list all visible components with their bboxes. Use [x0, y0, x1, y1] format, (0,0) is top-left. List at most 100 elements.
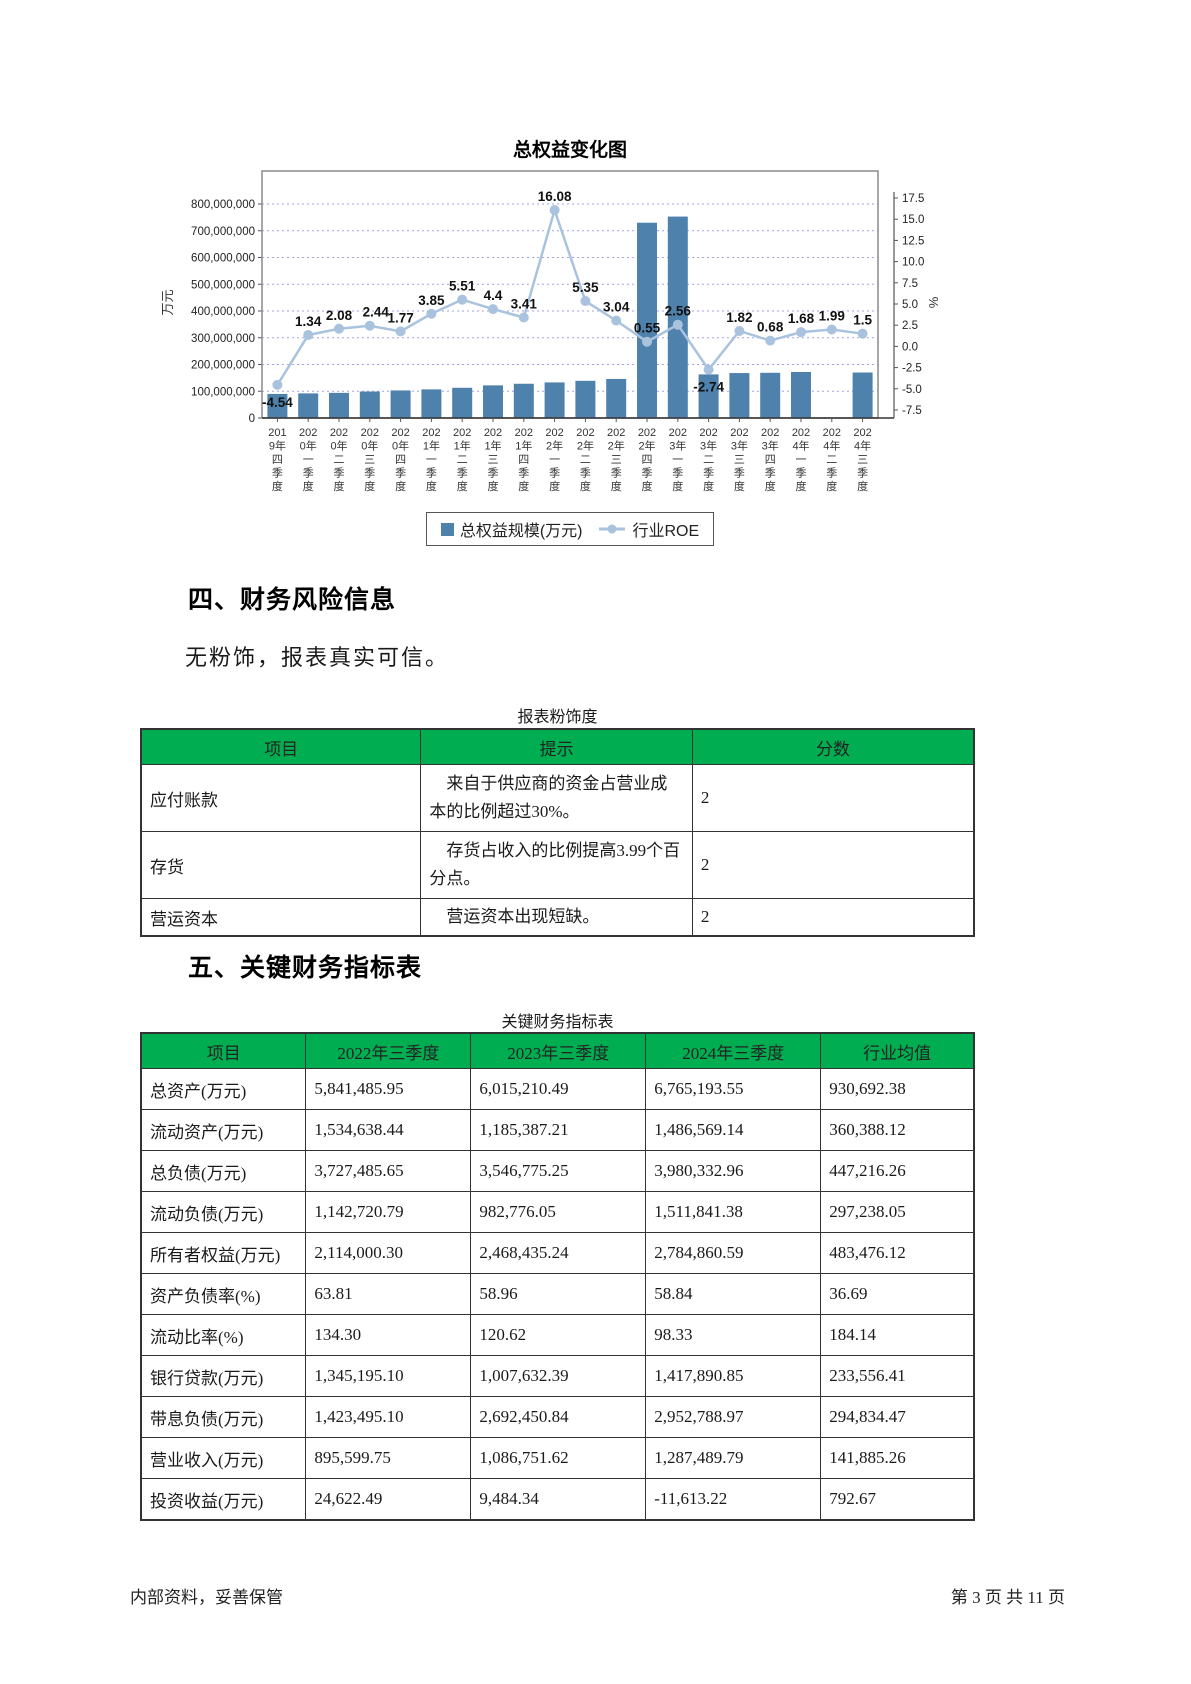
table-cell: 所有者权益(万元)	[140, 1232, 307, 1274]
table-cell: 1,417,890.85	[645, 1355, 822, 1397]
roe-marker	[518, 312, 529, 323]
left-axis-tick-label: 300,000,000	[191, 333, 255, 345]
x-axis-category-label: 202 1年三季度	[484, 427, 502, 493]
x-axis-category-label: 202 0年三季度	[361, 427, 379, 493]
left-axis-tick-label: 0	[249, 413, 255, 425]
table-cell: 2,952,788.97	[645, 1396, 822, 1438]
roe-data-label: 1.5	[853, 313, 872, 328]
table-cell: 2	[691, 898, 975, 937]
roe-data-label: 5.51	[449, 279, 476, 294]
roe-data-label: 0.68	[757, 320, 784, 335]
roe-marker	[426, 308, 437, 319]
x-axis-category-label: 202 2年四季度	[638, 427, 656, 493]
table-header-row: 项目 2022年三季度 2023年三季度 2024年三季度 行业均值	[140, 1032, 975, 1069]
x-axis-category-label: 202 4年一季度	[792, 427, 810, 493]
x-axis-category-label: 202 4年三季度	[853, 427, 871, 493]
right-axis-unit-label: %	[926, 296, 941, 308]
x-axis-category-label: 202 0年四季度	[391, 427, 409, 493]
table-cell: 3,546,775.25	[470, 1150, 647, 1192]
legend-label-equity: 总权益规模(万元)	[459, 523, 583, 540]
roe-marker	[272, 379, 283, 390]
roe-data-label: 3.04	[603, 300, 630, 315]
table-row: 营运资本 营运资本出现短缺。 2	[140, 898, 975, 937]
table-row: 营业收入(万元) 895,599.75 1,086,751.62 1,287,489.…	[140, 1437, 975, 1479]
roe-marker	[826, 324, 837, 335]
table-row: 流动资产(万元) 1,534,638.44 1,185,387.21 1,486,56…	[140, 1109, 975, 1151]
table-cell: 294,834.47	[820, 1396, 975, 1438]
x-axis-category-label: 202 2年二季度	[576, 427, 594, 493]
column-header: 行业均值	[820, 1032, 975, 1069]
roe-data-label: 3.41	[511, 296, 538, 311]
equity-combo-chart: 总权益变化图 0 100,000,000 200,000,000 300,000,000…	[160, 138, 941, 493]
equity-bar	[421, 389, 442, 418]
table-cell: 1,007,632.39	[470, 1355, 647, 1397]
table-row: 总负债(万元) 3,727,485.65 3,546,775.25 3,980,332…	[140, 1150, 975, 1192]
chart-title: 总权益变化图	[513, 138, 627, 161]
right-axis-tick-label: 7.5	[902, 278, 918, 290]
table-cell: 447,216.26	[820, 1150, 975, 1192]
roe-data-label: -2.74	[693, 380, 724, 395]
table-cell: 投资收益(万元)	[140, 1478, 307, 1521]
table-cell: 297,238.05	[820, 1191, 975, 1233]
chart-legend: 总权益规模(万元) 行业ROE	[150, 512, 990, 546]
table-cell: 应付账款	[140, 764, 422, 832]
column-header: 项目	[140, 1032, 307, 1069]
table-cell: 9,484.34	[470, 1478, 647, 1521]
roe-marker	[334, 323, 344, 334]
table-cell: 483,476.12	[820, 1232, 975, 1274]
column-header: 2022年三季度	[305, 1032, 472, 1069]
table-cell: 982,776.05	[470, 1191, 647, 1233]
left-axis-tick-label: 400,000,000	[191, 306, 255, 318]
column-header: 提示	[420, 728, 693, 765]
right-axis-tick-label: -2.5	[902, 363, 922, 375]
table-header-row: 项目 提示 分数	[140, 728, 975, 765]
table-row: 流动负债(万元) 1,142,720.79 982,776.05 1,511,841.…	[140, 1191, 975, 1233]
equity-bar	[452, 387, 473, 418]
table-cell: 792.67	[820, 1478, 975, 1521]
roe-data-label: 1.82	[726, 310, 752, 325]
roe-data-label: 4.4	[484, 288, 503, 303]
table-cell: 流动负债(万元)	[140, 1191, 307, 1233]
x-axis-category-label: 202 4年二季度	[823, 427, 841, 493]
table-cell: 1,511,841.38	[645, 1191, 822, 1233]
section-heading-risk: 四、财务风险信息	[188, 586, 397, 614]
equity-bar	[329, 392, 349, 418]
indicators-table-head: 项目 2022年三季度 2023年三季度 2024年三季度 行业均值	[140, 1032, 975, 1069]
roe-marker	[857, 328, 868, 339]
equity-bar	[359, 391, 380, 418]
roe-data-label: 3.85	[418, 293, 445, 308]
equity-chart-block: 总权益变化图 0 100,000,000 200,000,000 300,000,000…	[150, 126, 1040, 556]
table-cell: 存货占收入的比例提高3.99个百分点。	[420, 831, 693, 899]
table-row: 总资产(万元) 5,841,485.95 6,015,210.49 6,765,193…	[140, 1068, 975, 1110]
roe-data-label: 1.99	[819, 309, 845, 324]
roe-data-label: 2.08	[326, 308, 353, 323]
equity-bar	[575, 380, 596, 418]
roe-marker	[488, 304, 498, 315]
bar-series-swatch-icon	[440, 522, 454, 536]
left-axis-tick-label: 500,000,000	[191, 279, 255, 291]
table-cell: 930,692.38	[820, 1068, 975, 1110]
table-cell: 63.81	[305, 1273, 472, 1315]
table-cell: 120.62	[470, 1314, 647, 1356]
table-cell: 银行贷款(万元)	[140, 1355, 307, 1397]
legend-item-equity: 总权益规模(万元)	[440, 517, 583, 541]
footer-page-number: 第 3 页 共 11 页	[950, 1588, 1065, 1607]
roe-marker	[364, 320, 375, 331]
polish-table-title: 报表粉饰度	[517, 709, 598, 726]
table-cell: 1,423,495.10	[305, 1396, 472, 1438]
right-axis-tick-label: 0.0	[902, 341, 918, 353]
equity-bar	[544, 382, 565, 418]
table-cell: 2,784,860.59	[645, 1232, 822, 1274]
equity-bar	[267, 393, 288, 418]
equity-bar	[298, 393, 319, 418]
column-header: 分数	[691, 728, 975, 765]
roe-data-label: 16.08	[538, 189, 572, 204]
table-cell: 6,015,210.49	[470, 1068, 647, 1110]
table-cell: 2	[691, 831, 975, 899]
risk-summary-text: 无粉饰，报表真实可信。	[185, 645, 450, 670]
footer-confidential-note: 内部资料，妥善保管	[130, 1588, 283, 1607]
table-cell: 36.69	[820, 1273, 975, 1315]
right-axis-tick-label: 12.5	[902, 235, 924, 247]
table-cell: 2,114,000.30	[305, 1232, 472, 1274]
section-heading-indicators: 五、关键财务指标表	[188, 954, 423, 982]
